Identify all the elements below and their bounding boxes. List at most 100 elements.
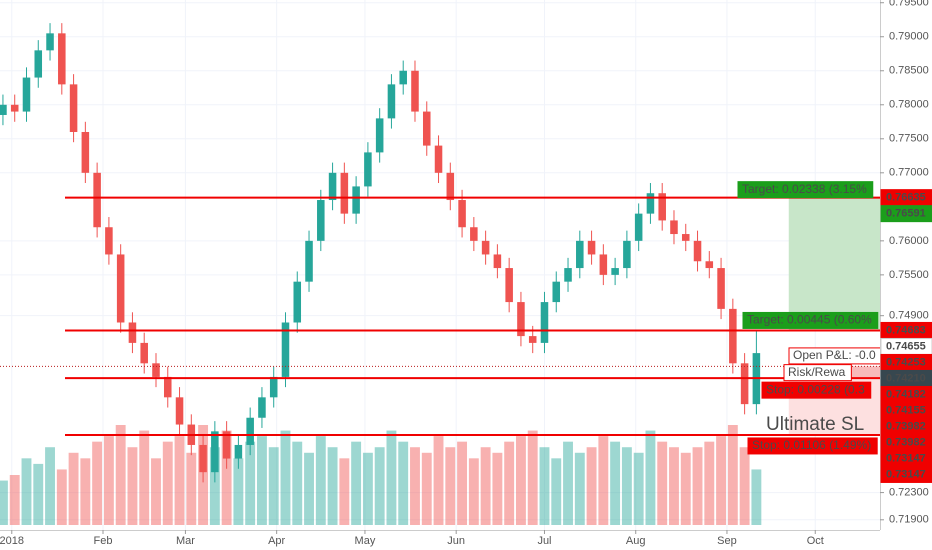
volume-bar xyxy=(327,447,338,525)
candle-body xyxy=(317,200,325,241)
annotation: Target: 0.00445 (0.60% xyxy=(747,313,872,327)
x-tick-label: Feb xyxy=(94,535,113,547)
volume-bar xyxy=(610,441,621,525)
volume-bar xyxy=(480,447,491,525)
candle-body xyxy=(434,145,443,173)
grid xyxy=(0,0,880,530)
volume-bar xyxy=(645,430,656,525)
candle-body xyxy=(10,104,19,112)
candle-body xyxy=(517,302,525,337)
zone xyxy=(788,197,880,331)
candle-body xyxy=(705,261,714,269)
candle-body xyxy=(411,70,419,112)
volume-bar xyxy=(33,463,44,525)
volume-bar xyxy=(563,441,573,525)
candle-body xyxy=(293,281,302,323)
candle-body xyxy=(599,254,608,275)
price-label: 0.74683 xyxy=(886,324,926,336)
volume-bar xyxy=(598,436,609,525)
candle-body xyxy=(564,268,572,282)
price-label: 0.74155 xyxy=(886,404,926,416)
volume-bar xyxy=(445,447,456,525)
volume-bar xyxy=(45,447,55,525)
volume-bar xyxy=(680,452,691,525)
volume-bar xyxy=(292,441,303,525)
y-tick-label: 0.71900 xyxy=(889,514,929,526)
candle-body xyxy=(670,220,678,235)
volume-bar xyxy=(739,447,750,525)
volume-bar xyxy=(433,436,444,525)
candle-body xyxy=(69,84,78,132)
volume-bar xyxy=(657,441,668,525)
price-label: 0.76591 xyxy=(886,208,926,220)
volume-bar xyxy=(315,436,326,525)
candle-body xyxy=(116,254,125,323)
volume-bar xyxy=(339,458,350,525)
candle-body xyxy=(740,363,749,405)
volume-bar xyxy=(669,447,679,525)
volume-bar xyxy=(751,469,762,525)
candle-body xyxy=(281,322,290,377)
candle-body xyxy=(246,417,254,445)
plot-area: Target: 0.02338 (3.15% Target: 0.00445 (0… xyxy=(0,23,880,525)
volume-bar xyxy=(209,447,220,525)
annotation: Open P&L: -0.0 xyxy=(793,348,876,362)
candle-body xyxy=(729,308,737,364)
candle-body xyxy=(693,240,702,262)
volume-bar xyxy=(151,458,161,525)
x-tick-label: Aug xyxy=(626,535,646,547)
volume-bar xyxy=(621,447,632,525)
candle-body xyxy=(540,302,549,343)
volume-bar xyxy=(268,447,279,525)
x-tick-label: May xyxy=(355,535,376,547)
candle-body xyxy=(0,104,7,115)
volume-bar xyxy=(515,436,526,525)
annotation: Risk/Rewa xyxy=(788,365,846,379)
annotation: Stop: 0.00228 (0.3 xyxy=(766,382,865,396)
volume-bar xyxy=(716,436,727,525)
candle-body xyxy=(340,172,349,214)
volume-bar xyxy=(551,458,562,525)
volume-bar xyxy=(727,425,738,525)
annotation-box xyxy=(737,181,874,199)
volume-bar xyxy=(280,430,291,525)
candle-body xyxy=(399,70,407,85)
price-label: 0.76635 xyxy=(886,192,926,204)
volume-bar xyxy=(362,452,373,525)
candle-body xyxy=(658,193,666,221)
candle-body xyxy=(163,376,172,398)
volume-bar xyxy=(174,436,185,525)
candle-body xyxy=(175,397,184,425)
candle-body xyxy=(422,111,431,146)
annotation-box xyxy=(788,347,880,365)
price-label-box xyxy=(880,205,932,223)
candle-body xyxy=(387,84,396,119)
candle-body xyxy=(481,240,490,255)
candle-body xyxy=(364,152,372,187)
volume-bar xyxy=(0,480,8,525)
x-tick-label: Apr xyxy=(268,535,285,547)
candle-body xyxy=(646,193,655,214)
x-tick-label: Mar xyxy=(176,535,195,547)
price-label: 0.73147 xyxy=(886,468,926,480)
candle-body xyxy=(587,240,596,255)
candle-body xyxy=(352,186,360,214)
candle-body xyxy=(611,268,619,275)
candle-body xyxy=(46,33,54,51)
volume-bar xyxy=(374,447,385,525)
y-tick-label: 0.77000 xyxy=(889,167,929,179)
volume-bar xyxy=(68,452,79,525)
volume-bar xyxy=(256,436,267,525)
annotation-box xyxy=(783,364,852,382)
volume-bar xyxy=(421,452,432,525)
candle-body xyxy=(634,213,643,241)
candle-body xyxy=(34,50,43,78)
y-tick-label: 0.76000 xyxy=(889,235,929,247)
candle-body xyxy=(58,33,66,85)
price-label: 0.74182 xyxy=(886,388,926,400)
volume-bar xyxy=(162,441,173,525)
y-tick-label: 0.75500 xyxy=(889,269,929,281)
volume-bar xyxy=(527,430,538,525)
volume-bar xyxy=(457,441,468,525)
candle-body xyxy=(552,281,561,303)
